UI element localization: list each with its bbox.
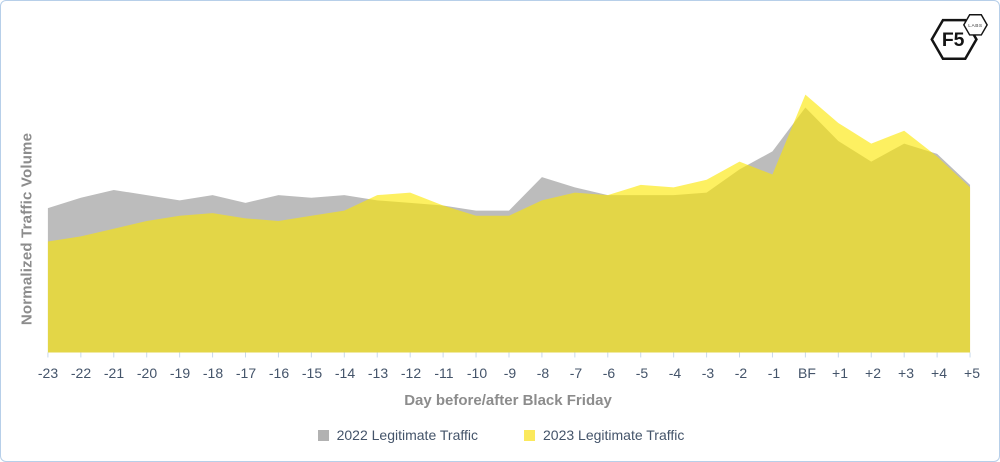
labs-hexagon-icon (962, 14, 988, 36)
x-tick-label--6: -6 (602, 365, 616, 381)
x-tick-label--5: -5 (635, 365, 649, 381)
x-tick-label--11: -11 (434, 365, 454, 381)
x-tick-label--17: -17 (235, 365, 257, 381)
x-tick-label--12: -12 (400, 365, 422, 381)
x-tick-label--8: -8 (536, 365, 550, 381)
x-tick-label--19: -19 (169, 365, 191, 381)
f5-labs-logo: F5 LABS (930, 14, 988, 60)
x-tick-label--20: -20 (136, 365, 158, 381)
f5-hexagon-icon (930, 18, 978, 60)
x-tick-label--14: -14 (334, 365, 356, 381)
legend-label: 2022 Legitimate Traffic (336, 427, 478, 443)
x-tick-label-BF: BF (798, 365, 816, 381)
chart-legend: 2022 Legitimate Traffic 2023 Legitimate T… (1, 427, 999, 443)
f5-logo-text: F5 (942, 29, 965, 51)
x-tick-label-+4: +4 (931, 365, 947, 381)
x-tick-label--13: -13 (367, 365, 389, 381)
x-tick-label--16: -16 (268, 365, 290, 381)
y-axis-title: Normalized Traffic Volume (18, 132, 36, 326)
x-tick-label--18: -18 (202, 365, 224, 381)
x-tick-label-+3: +3 (898, 365, 914, 381)
x-tick-label--9: -9 (503, 365, 517, 381)
x-tick-label--7: -7 (569, 365, 583, 381)
x-tick-label--3: -3 (701, 365, 715, 381)
legend-item-2023: 2023 Legitimate Traffic (524, 427, 684, 443)
x-tick-label--22: -22 (70, 365, 92, 381)
x-tick-label--15: -15 (301, 365, 323, 381)
x-tick-label--2: -2 (734, 365, 748, 381)
x-tick-label--21: -21 (103, 365, 125, 381)
x-tick-label-+1: +1 (832, 365, 848, 381)
area-series-2023 (47, 94, 971, 353)
labs-logo-text: LABS (968, 23, 983, 29)
x-tick-label--1: -1 (767, 365, 781, 381)
x-tick-label-+5: +5 (964, 365, 980, 381)
x-tick-label--10: -10 (466, 365, 488, 381)
legend-item-2022: 2022 Legitimate Traffic (317, 427, 478, 443)
x-axis-title: Day before/after Black Friday (404, 392, 612, 409)
x-tick-label--23: -23 (37, 365, 59, 381)
legend-label: 2023 Legitimate Traffic (543, 427, 685, 443)
x-tick-label-+2: +2 (865, 365, 881, 381)
legend-swatch-icon (524, 429, 535, 441)
legend-swatch-icon (317, 429, 329, 441)
x-tick-label--4: -4 (668, 365, 682, 381)
